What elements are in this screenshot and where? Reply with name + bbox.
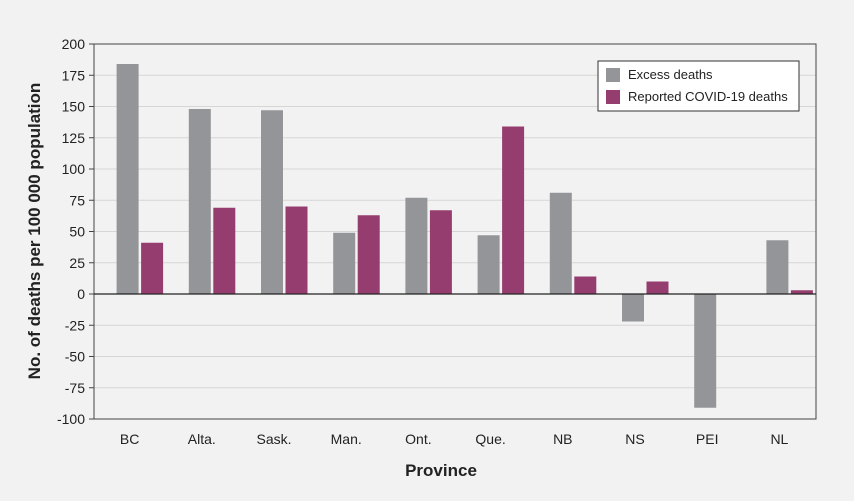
bar-covid-deaths-nb	[574, 276, 597, 294]
bar-covid-deaths-alta	[213, 207, 236, 294]
x-tick-label: NB	[553, 431, 572, 447]
x-tick-labels: BC Alta. Sask. Man. Ont. Que. NB NS PEI NL	[120, 431, 789, 447]
y-tick-label: -25	[65, 317, 85, 333]
x-tick-label: PEI	[696, 431, 719, 447]
axes	[89, 43, 817, 420]
legend-swatch-covid-deaths	[606, 90, 620, 104]
y-tick-label: 100	[62, 161, 86, 177]
bar-covid-deaths-que	[502, 126, 525, 294]
y-tick-label: 25	[69, 255, 85, 271]
x-tick-label: Ont.	[405, 431, 431, 447]
y-tick-label: -75	[65, 380, 85, 396]
legend-label-excess-deaths: Excess deaths	[628, 67, 713, 82]
y-tick-label: 150	[62, 99, 86, 115]
x-tick-label: BC	[120, 431, 139, 447]
bar-excess-deaths-ns	[622, 294, 644, 322]
y-tick-label: -100	[57, 411, 85, 427]
bar-covid-deaths-man	[357, 215, 380, 294]
bar-covid-deaths-ont	[429, 210, 452, 294]
x-tick-label: Alta.	[188, 431, 216, 447]
bar-excess-deaths-sask	[261, 110, 283, 294]
bar-excess-deaths-man	[333, 232, 356, 294]
bar-covid-deaths-ns	[646, 281, 669, 294]
y-tick-label: 75	[69, 192, 85, 208]
y-tick-label: 200	[62, 36, 86, 52]
bar-excess-deaths-nb	[549, 192, 572, 294]
x-tick-label: Man.	[331, 431, 362, 447]
legend-box	[597, 60, 800, 112]
legend: Excess deaths Reported COVID-19 deaths	[597, 60, 800, 112]
x-tick-label: NL	[770, 431, 788, 447]
y-tick-label: 50	[69, 224, 85, 240]
x-tick-label: NS	[625, 431, 644, 447]
bars-group	[116, 64, 813, 408]
y-tick-labels: 200 175 150 125 100 75 50 25 0 -25 -50 -75 -100	[57, 36, 85, 427]
y-axis-title: No. of deaths per 100 000 population	[25, 83, 44, 380]
legend-label-covid-deaths: Reported COVID-19 deaths	[628, 89, 788, 104]
legend-swatch-excess-deaths	[606, 68, 620, 82]
bar-covid-deaths-bc	[141, 242, 164, 294]
bar-excess-deaths-nl	[766, 240, 789, 294]
x-axis-title: Province	[405, 461, 477, 480]
y-tick-label: 0	[77, 286, 85, 302]
y-tick-label: 125	[62, 130, 86, 146]
bar-excess-deaths-que	[477, 235, 500, 294]
y-tick-label: 175	[62, 67, 86, 83]
bar-excess-deaths-bc	[116, 64, 139, 294]
y-tick-label: -50	[65, 349, 85, 365]
bar-covid-deaths-nl	[790, 290, 813, 294]
x-tick-label: Sask.	[256, 431, 291, 447]
bar-excess-deaths-alta	[188, 109, 211, 294]
bar-covid-deaths-sask	[285, 206, 308, 294]
bar-excess-deaths-ont	[405, 197, 428, 294]
x-tick-label: Que.	[475, 431, 505, 447]
bar-excess-deaths-pei	[694, 294, 717, 408]
